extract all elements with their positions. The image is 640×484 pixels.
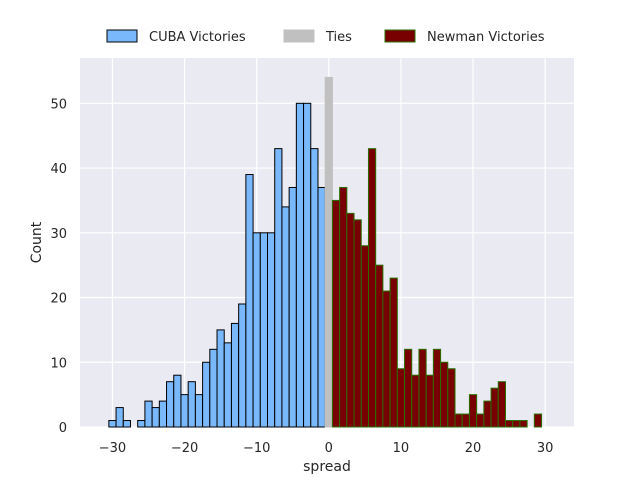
bar-cuba-victories (303, 102, 312, 428)
bar-cuba-victories (187, 381, 196, 428)
x-tick-label: −20 (171, 441, 198, 456)
bar-cuba-victories (194, 394, 204, 428)
y-tick-label: 0 (59, 421, 67, 436)
bar-newman-victories (396, 368, 406, 428)
bar-newman-victories (382, 290, 391, 428)
bar-cuba-victories (281, 206, 290, 428)
bar-newman-victories (331, 199, 341, 428)
bar-cuba-victories (166, 381, 175, 428)
histogram-bars (108, 76, 543, 428)
bar-newman-victories (375, 264, 384, 428)
y-tick-label: 50 (50, 97, 67, 112)
bar-newman-victories (454, 413, 463, 428)
bar-cuba-victories (274, 148, 283, 428)
bar-newman-victories (440, 361, 449, 428)
bar-cuba-victories (122, 420, 131, 428)
bar-newman-victories (447, 368, 456, 428)
bar-cuba-victories (310, 148, 319, 428)
bar-cuba-victories (180, 394, 189, 428)
y-tick-label: 20 (50, 292, 67, 307)
x-tick-label: 10 (393, 441, 410, 456)
x-tick-label: 30 (537, 441, 554, 456)
legend-swatch (384, 29, 416, 43)
legend: CUBA Victories Ties Newman Victories (106, 29, 545, 45)
bar-cuba-victories (108, 420, 117, 428)
bar-newman-victories (497, 381, 506, 428)
legend-label: Newman Victories (427, 30, 545, 45)
bar-cuba-victories (288, 186, 297, 428)
x-tick-label: −10 (243, 441, 270, 456)
bar-newman-victories (490, 387, 499, 428)
bar-cuba-victories (144, 400, 153, 428)
bar-cuba-victories (223, 342, 232, 428)
bar-cuba-victories (295, 102, 305, 428)
legend-label: Ties (325, 30, 352, 45)
bar-cuba-victories (230, 322, 240, 428)
bar-cuba-victories (115, 407, 124, 428)
bar-cuba-victories (238, 303, 247, 428)
bar-cuba-victories (245, 174, 254, 428)
bar-cuba-victories (216, 329, 225, 428)
bar-newman-victories (367, 148, 377, 428)
bar-newman-victories (512, 420, 521, 428)
bar-cuba-victories (259, 232, 269, 428)
y-tick-label: 30 (50, 227, 67, 242)
bar-newman-victories (418, 348, 427, 428)
bar-newman-victories (519, 420, 528, 428)
y-tick-label: 40 (50, 162, 67, 177)
bar-newman-victories (504, 420, 514, 428)
bar-cuba-victories (202, 361, 211, 428)
x-tick-labels: −30 −20 −10 0 10 20 30 (99, 441, 554, 456)
bar-cuba-victories (267, 232, 276, 428)
bar-cuba-victories (209, 348, 218, 428)
bar-newman-victories (476, 413, 485, 428)
bar-newman-victories (353, 219, 362, 428)
x-tick-label: −30 (99, 441, 126, 456)
y-axis-label: Count (29, 221, 45, 263)
bar-cuba-victories (317, 186, 326, 428)
legend-swatch (283, 29, 315, 43)
legend-label: CUBA Victories (149, 30, 246, 45)
bar-newman-victories (432, 348, 442, 428)
x-tick-label: 0 (325, 441, 333, 456)
bar-newman-victories (468, 394, 478, 428)
legend-swatch (106, 29, 138, 43)
bar-newman-victories (389, 277, 398, 428)
bar-newman-victories (533, 413, 543, 428)
bar-newman-victories (425, 374, 434, 428)
bar-cuba-victories (252, 232, 261, 428)
y-tick-label: 10 (50, 356, 67, 371)
bar-cuba-victories (158, 400, 168, 428)
bar-newman-victories (339, 186, 348, 428)
bar-cuba-victories (151, 407, 160, 428)
bar-cuba-victories (173, 374, 182, 428)
bar-cuba-victories (137, 420, 146, 428)
bar-newman-victories (404, 348, 413, 428)
bar-ties (324, 76, 333, 428)
bar-newman-victories (346, 212, 355, 428)
bar-newman-victories (461, 413, 470, 428)
bar-newman-victories (411, 374, 420, 428)
y-tick-labels: 0 10 20 30 40 50 (50, 97, 67, 436)
x-axis-label: spread (303, 459, 351, 475)
x-tick-label: 20 (465, 441, 482, 456)
bar-newman-victories (360, 245, 369, 428)
bar-newman-victories (483, 400, 492, 428)
